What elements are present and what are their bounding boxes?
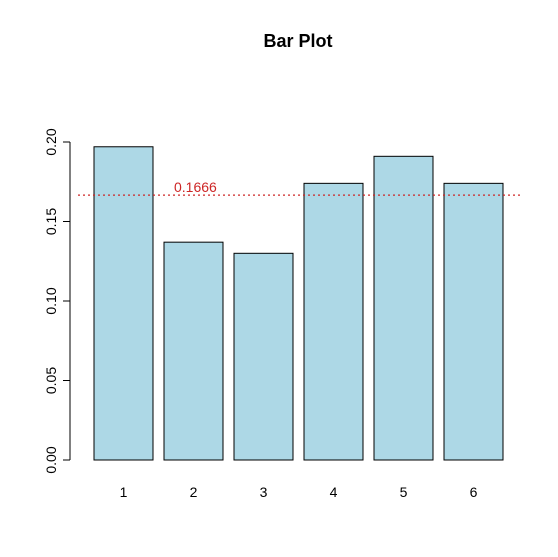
bar-2 — [163, 241, 224, 461]
reference-line-label: 0.1666 — [174, 179, 217, 195]
bar-4 — [303, 182, 364, 461]
x-tick-label: 3 — [260, 484, 268, 500]
chart-title: Bar Plot — [263, 31, 332, 51]
bar-6 — [443, 182, 504, 461]
bar-3 — [233, 252, 294, 461]
y-axis: 0.00 0.05 0.10 0.15 0.20 — [43, 128, 71, 474]
y-tick-label: 0.00 — [43, 446, 59, 473]
x-tick-label: 1 — [120, 484, 128, 500]
reference-line-group: 0.1666 — [78, 179, 520, 196]
y-tick-label: 0.15 — [43, 208, 59, 235]
x-tick-label: 2 — [190, 484, 198, 500]
y-tick-label: 0.05 — [43, 367, 59, 394]
bar-1 — [93, 146, 154, 461]
y-tick-label: 0.20 — [43, 128, 59, 155]
y-tick-label: 0.10 — [43, 287, 59, 314]
x-tick-label: 5 — [400, 484, 408, 500]
x-tick-label: 4 — [330, 484, 338, 500]
x-axis-labels: 1 2 3 4 5 6 — [120, 484, 478, 500]
x-tick-label: 6 — [470, 484, 478, 500]
bar-series — [93, 146, 504, 461]
bar-5 — [373, 155, 434, 461]
